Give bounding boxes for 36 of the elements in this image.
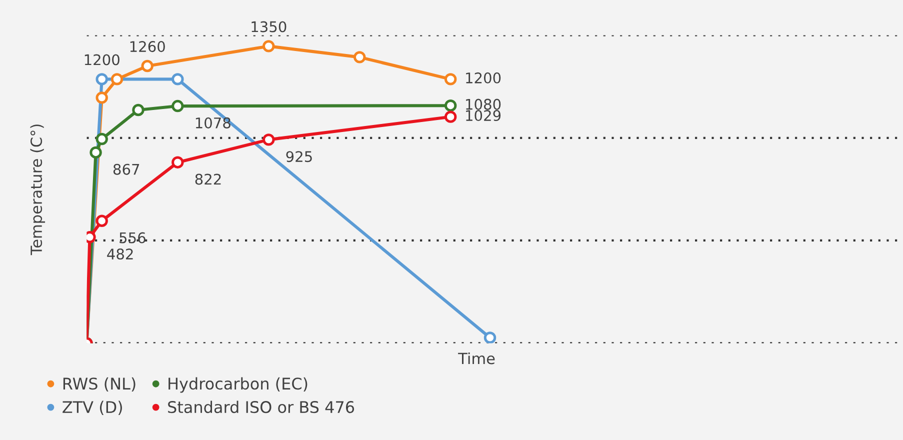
x-axis-title: Time xyxy=(458,352,495,364)
point xyxy=(96,132,108,146)
point xyxy=(354,51,366,64)
y-axis-title: Temperature (C°) xyxy=(30,124,46,256)
data-label: 1200 xyxy=(84,54,120,66)
point xyxy=(172,156,184,168)
point xyxy=(444,73,457,86)
point xyxy=(262,134,275,146)
point xyxy=(132,104,144,116)
legend-label: ZTV (D) xyxy=(62,400,122,415)
point xyxy=(96,92,108,104)
data-label: 1029 xyxy=(466,110,501,122)
data-label: 1350 xyxy=(252,21,286,32)
data-label: 925 xyxy=(286,151,312,162)
legend-label: RWS (NL) xyxy=(63,377,136,392)
data-label: 1080 xyxy=(466,98,501,110)
point xyxy=(96,73,108,86)
data-label: 1260 xyxy=(130,41,165,52)
point xyxy=(444,99,457,112)
data-label: 867 xyxy=(113,164,140,175)
point xyxy=(172,73,184,86)
point xyxy=(110,73,124,86)
data-label: 822 xyxy=(195,174,221,185)
point xyxy=(90,146,102,159)
data-label: 1078 xyxy=(196,117,230,128)
legend-label: Hydrocarbon (EC) xyxy=(168,377,308,393)
legend-label: Standard ISO or BS 476 xyxy=(168,400,354,414)
point xyxy=(262,40,275,52)
point xyxy=(172,100,184,112)
data-label: 556 xyxy=(120,232,146,244)
data-label: 1200 xyxy=(466,72,501,84)
point xyxy=(444,110,457,123)
data-label: 482 xyxy=(107,248,133,260)
point xyxy=(141,60,154,72)
point xyxy=(96,214,108,227)
point xyxy=(484,332,496,344)
